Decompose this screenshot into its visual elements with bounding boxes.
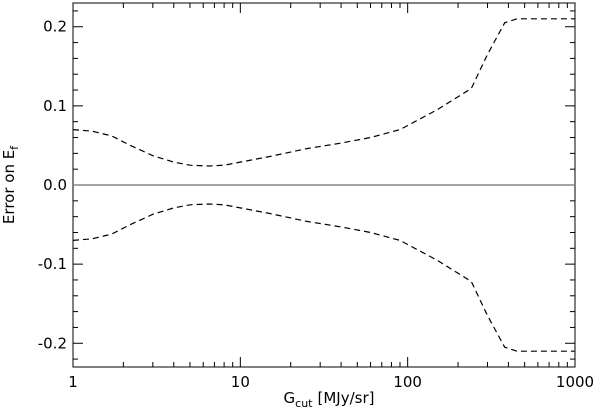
y-tick-label: 0.1 xyxy=(43,97,67,115)
x-axis-label-main: G xyxy=(284,389,296,407)
x-tick-label: 1 xyxy=(68,373,78,391)
data-series xyxy=(72,18,575,352)
y-axis-label: Error on Ef xyxy=(0,145,21,224)
y-axis-label-main: Error on E xyxy=(0,150,18,224)
lower-error-line xyxy=(72,203,575,352)
x-axis-label: Gcut [MJy/sr] xyxy=(284,389,375,409)
y-axis-label-subscript: f xyxy=(8,145,21,150)
y-tick-label: -0.2 xyxy=(38,334,67,352)
axis-ticks xyxy=(72,3,576,367)
upper-error-line xyxy=(72,18,575,167)
x-axis-label-unit: [MJy/sr] xyxy=(317,389,374,407)
y-tick-label: 0.2 xyxy=(43,18,67,36)
x-tick-label: 10 xyxy=(231,373,250,391)
x-tick-label: 100 xyxy=(393,373,422,391)
y-tick-label: -0.1 xyxy=(38,255,67,273)
x-tick-label: 1000 xyxy=(556,373,594,391)
y-tick-label: 0.0 xyxy=(43,176,67,194)
x-axis-label-subscript: cut xyxy=(295,397,313,409)
axis-tick-labels: 1 10 100 1000 0.2 0.1 0.0 -0.1 -0.2 xyxy=(38,18,594,391)
